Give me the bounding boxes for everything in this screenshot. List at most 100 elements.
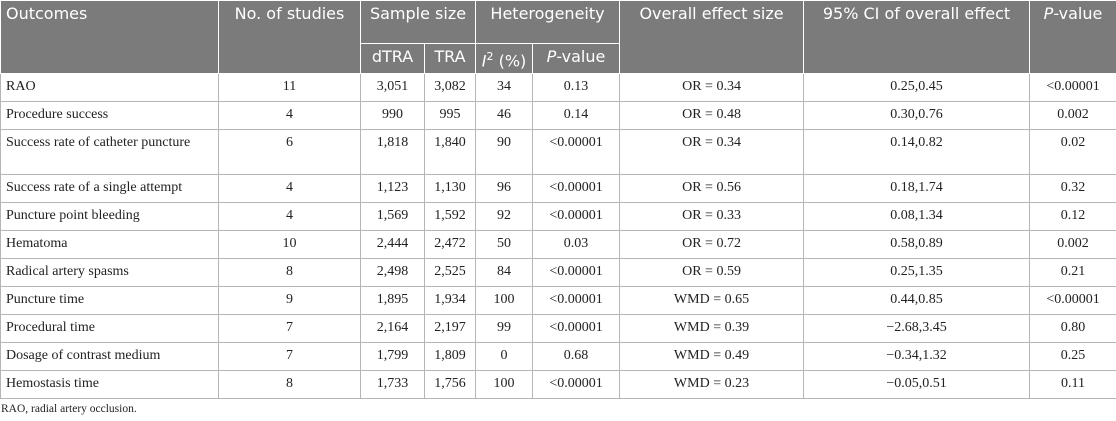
cell-studies: 8 [218,370,361,400]
cell-overall-effect: OR = 0.59 [619,258,805,288]
cell-95-ci: 0.58,0.89 [803,230,1031,260]
het-p-suffix: -value [556,47,606,66]
cell-overall-effect: OR = 0.33 [619,202,805,232]
cell-tra: 1,130 [423,174,477,204]
cell-95-ci: 0.08,1.34 [803,202,1031,232]
cell-p-value: 0.002 [1029,230,1116,260]
cell-het-p-value: 0.03 [532,230,621,260]
cell-i2: 92 [475,202,534,232]
cell-dtra: 1,895 [360,286,425,316]
cell-studies: 4 [218,101,361,131]
cell-het-p-value: 0.14 [532,101,621,131]
cell-studies: 7 [218,342,361,372]
cell-tra: 1,840 [423,129,477,176]
cell-dtra: 1,799 [360,342,425,372]
cell-p-value: 0.02 [1029,129,1116,176]
cell-studies: 11 [218,73,361,103]
cell-tra: 2,472 [423,230,477,260]
cell-studies: 4 [218,174,361,204]
cell-dtra: 2,164 [360,314,425,344]
cell-studies: 9 [218,286,361,316]
cell-p-value: <0.00001 [1029,286,1116,316]
cell-het-p-value: <0.00001 [532,258,621,288]
cell-tra: 2,525 [423,258,477,288]
cell-het-p-value: <0.00001 [532,129,621,176]
cell-het-p-value: <0.00001 [532,286,621,316]
cell-outcome: Procedural time [0,314,219,344]
i2-superscript: 2 [486,50,494,63]
cell-outcome: Success rate of a single attempt [0,174,219,204]
header-overall-effect-size: Overall effect size [619,0,805,75]
cell-studies: 4 [218,202,361,232]
cell-overall-effect: OR = 0.34 [619,129,805,176]
header-heterogeneity: Heterogeneity [475,0,621,44]
cell-95-ci: 0.44,0.85 [803,286,1031,316]
cell-outcome: Dosage of contrast medium [0,342,219,372]
table-row: Success rate of a single attempt 4 1,123 1,… [0,174,1116,204]
cell-95-ci: −0.05,0.51 [803,370,1031,400]
cell-dtra: 2,444 [360,230,425,260]
cell-tra: 995 [423,101,477,131]
cell-i2: 100 [475,370,534,400]
footnote: RAO, radial artery occlusion. [1,403,137,415]
cell-i2: 99 [475,314,534,344]
p-value-suffix: -value [1053,4,1103,23]
table-body: RAO 11 3,051 3,082 34 0.13 OR = 0.34 0.25,0.45 <… [0,73,1116,400]
cell-dtra: 2,498 [360,258,425,288]
cell-95-ci: 0.14,0.82 [803,129,1031,176]
het-p-italic: P [546,47,557,66]
cell-i2: 96 [475,174,534,204]
table-row: Puncture point bleeding 4 1,569 1,592 92 <0.0… [0,202,1116,232]
cell-p-value: 0.21 [1029,258,1116,288]
cell-overall-effect: WMD = 0.39 [619,314,805,344]
i2-letter: I [481,51,487,71]
cell-overall-effect: OR = 0.72 [619,230,805,260]
cell-outcome: Hemostasis time [0,370,219,400]
cell-overall-effect: WMD = 0.49 [619,342,805,372]
cell-outcome: Radical artery spasms [0,258,219,288]
header-p-value: P-value [1029,0,1116,75]
cell-95-ci: −2.68,3.45 [803,314,1031,344]
cell-95-ci: 0.30,0.76 [803,101,1031,131]
cell-outcome: Hematoma [0,230,219,260]
cell-studies: 7 [218,314,361,344]
cell-overall-effect: WMD = 0.65 [619,286,805,316]
cell-outcome: Success rate of catheter puncture [0,129,219,176]
table-row: Radical artery spasms 8 2,498 2,525 84 <0.000… [0,258,1116,288]
cell-i2: 34 [475,73,534,103]
table-row: Procedure success 4 990 995 46 0.14 OR = 0.48 0… [0,101,1116,131]
cell-p-value: 0.32 [1029,174,1116,204]
cell-het-p-value: <0.00001 [532,314,621,344]
header-dtra: dTRA [360,42,425,75]
table-row: Puncture time 9 1,895 1,934 100 <0.00001 WMD =… [0,286,1116,316]
table-row: Success rate of catheter puncture 6 1,818 1… [0,129,1116,176]
cell-tra: 2,197 [423,314,477,344]
cell-overall-effect: OR = 0.34 [619,73,805,103]
cell-i2: 46 [475,101,534,131]
cell-outcome: Procedure success [0,101,219,131]
cell-tra: 3,082 [423,73,477,103]
cell-dtra: 1,818 [360,129,425,176]
cell-tra: 1,809 [423,342,477,372]
header-i2: I2 (%) [475,42,534,75]
cell-p-value: <0.00001 [1029,73,1116,103]
cell-overall-effect: OR = 0.56 [619,174,805,204]
cell-i2: 90 [475,129,534,176]
cell-dtra: 990 [360,101,425,131]
cell-outcome: Puncture time [0,286,219,316]
cell-95-ci: −0.34,1.32 [803,342,1031,372]
cell-het-p-value: 0.68 [532,342,621,372]
header-outcomes: Outcomes [0,0,219,75]
cell-p-value: 0.25 [1029,342,1116,372]
cell-tra: 1,934 [423,286,477,316]
cell-dtra: 1,569 [360,202,425,232]
cell-dtra: 1,733 [360,370,425,400]
cell-overall-effect: WMD = 0.23 [619,370,805,400]
cell-het-p-value: <0.00001 [532,174,621,204]
cell-dtra: 3,051 [360,73,425,103]
header-tra: TRA [423,42,477,75]
header-sample-size: Sample size [359,0,477,44]
cell-studies: 8 [218,258,361,288]
cell-overall-effect: OR = 0.48 [619,101,805,131]
header-no-of-studies: No. of studies [218,0,361,75]
